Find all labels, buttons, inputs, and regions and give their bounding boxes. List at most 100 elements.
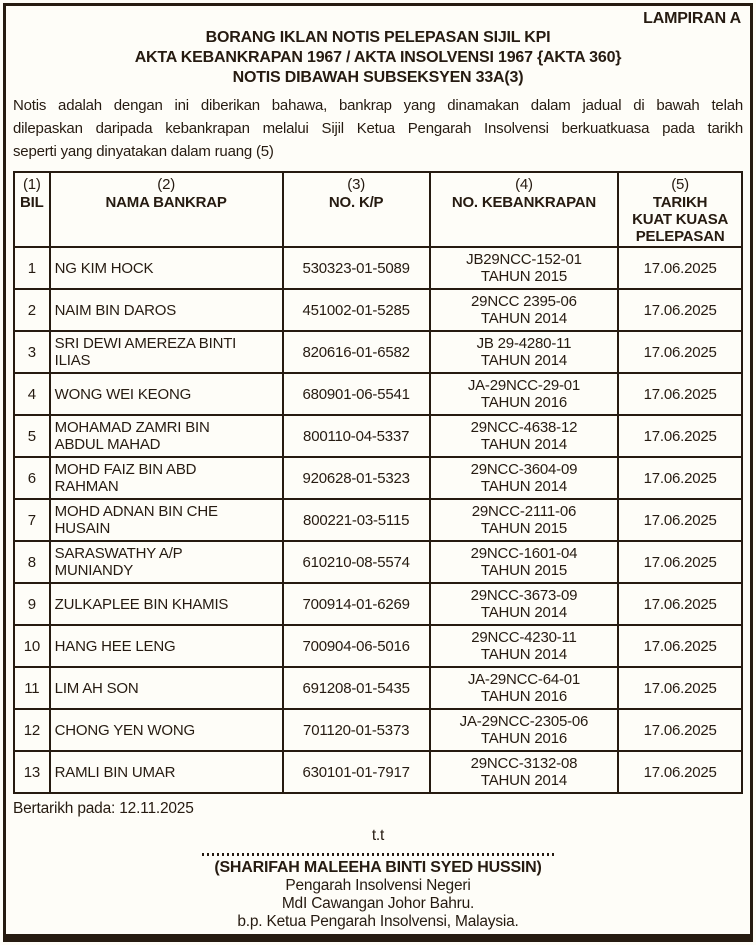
intro-paragraph: Notis adalah dengan ini diberikan bahawa… — [13, 94, 743, 163]
cell-bil: 7 — [13, 498, 51, 542]
intro-line-2: dilepaskan daripada kebankrapan melalui … — [13, 120, 743, 137]
cell-nama: MOHD FAIZ BIN ABD RAHMAN — [48, 456, 284, 500]
cell-no-kp: 800221-03-5115 — [281, 498, 431, 542]
cell-kebankrapan: JB 29-4280-11 TAHUN 2014 — [428, 330, 620, 374]
cell-tarikh: 17.06.2025 — [617, 750, 743, 794]
cell-kebankrapan: 29NCC-3673-09 TAHUN 2014 — [428, 582, 620, 626]
cell-nama: SRI DEWI AMEREZA BINTI ILIAS — [48, 330, 284, 374]
table-row: 2 NAIM BIN DAROS 451002-01-5285 29NCC 23… — [13, 288, 743, 332]
header-cell-tarikh: (5) TARIKH KUAT KUASA PELEPASAN — [617, 171, 743, 248]
tt-label: t.t — [371, 827, 385, 844]
cell-kebankrapan: JA-29NCC-64-01 TAHUN 2016 — [428, 666, 620, 710]
table-row: 9 ZULKAPLEE BIN KHAMIS 700914-01-6269 29… — [13, 582, 743, 626]
cell-nama: ZULKAPLEE BIN KHAMIS — [48, 582, 284, 626]
cell-kebankrapan: 29NCC-2111-06 TAHUN 2015 — [428, 498, 620, 542]
header-cell-bil: (1) BIL — [13, 171, 51, 248]
cell-no-kp: 920628-01-5323 — [281, 456, 431, 500]
intro-line-1: Notis adalah dengan ini diberikan bahawa… — [13, 97, 743, 114]
cell-kebankrapan: JA-29NCC-2305-06 TAHUN 2016 — [428, 708, 620, 752]
signature-dotted-line — [202, 853, 554, 856]
title-line-2: AKTA KEBANKRAPAN 1967 / AKTA INSOLVENSI … — [134, 49, 622, 66]
cell-nama: NG KIM HOCK — [48, 246, 284, 290]
cell-tarikh: 17.06.2025 — [617, 582, 743, 626]
cell-tarikh: 17.06.2025 — [617, 372, 743, 416]
table-row: 13 RAMLI BIN UMAR 630101-01-7917 29NCC-3… — [13, 750, 743, 794]
cell-nama: HANG HEE LENG — [48, 624, 284, 668]
cell-tarikh: 17.06.2025 — [617, 456, 743, 500]
cell-no-kp: 820616-01-6582 — [281, 330, 431, 374]
header-cell-kebankrapan: (4) NO. KEBANKRAPAN — [428, 171, 620, 248]
cell-kebankrapan: JB29NCC-152-01 TAHUN 2015 — [428, 246, 620, 290]
table-header-row: (1) BIL (2) NAMA BANKRAP (3) NO. K/P (4)… — [13, 171, 743, 248]
cell-nama: LIM AH SON — [48, 666, 284, 710]
column-number: (3) — [347, 176, 366, 193]
column-number: (1) — [22, 176, 41, 193]
header-cell-nama: (2) NAMA BANKRAP — [48, 171, 284, 248]
table-body: 1 NG KIM HOCK 530323-01-5089 JB29NCC-152… — [13, 246, 743, 794]
cell-bil: 11 — [13, 666, 51, 710]
cell-bil: 12 — [13, 708, 51, 752]
cell-nama: SARASWATHY A/P MUNIANDY — [48, 540, 284, 584]
column-label: NAMA BANKRAP — [105, 194, 227, 211]
cell-bil: 10 — [13, 624, 51, 668]
notice-page: LAMPIRAN A BORANG IKLAN NOTIS PELEPASAN … — [3, 3, 753, 942]
cell-nama: RAMLI BIN UMAR — [48, 750, 284, 794]
cell-bil: 2 — [13, 288, 51, 332]
cell-tarikh: 17.06.2025 — [617, 708, 743, 752]
cell-no-kp: 610210-08-5574 — [281, 540, 431, 584]
signatory-role-2: MdI Cawangan Johor Bahru. — [281, 895, 475, 912]
cell-tarikh: 17.06.2025 — [617, 330, 743, 374]
cell-no-kp: 680901-06-5541 — [281, 372, 431, 416]
title-line-1: BORANG IKLAN NOTIS PELEPASAN SIJIL KPI — [205, 29, 551, 46]
cell-kebankrapan: 29NCC-4230-11 TAHUN 2014 — [428, 624, 620, 668]
signatory-role-1: Pengarah Insolvensi Negeri — [285, 877, 471, 894]
table-row: 12 CHONG YEN WONG 701120-01-5373 JA-29NC… — [13, 708, 743, 752]
cell-nama: NAIM BIN DAROS — [48, 288, 284, 332]
table-header: (1) BIL (2) NAMA BANKRAP (3) NO. K/P (4)… — [13, 171, 743, 248]
cell-bil: 1 — [13, 246, 51, 290]
table-row: 11 LIM AH SON 691208-01-5435 JA-29NCC-64… — [13, 666, 743, 710]
notice-footer: Bertarikh pada: 12.11.2025 t.t (SHARIFAH… — [13, 799, 743, 931]
cell-kebankrapan: 29NCC-3132-08 TAHUN 2014 — [428, 750, 620, 794]
cell-no-kp: 701120-01-5373 — [281, 708, 431, 752]
cell-no-kp: 700914-01-6269 — [281, 582, 431, 626]
column-number: (5) — [671, 176, 689, 193]
signatory-name: (SHARIFAH MALEEHA BINTI SYED HUSSIN) — [214, 859, 542, 876]
column-label: NO. K/P — [328, 194, 384, 211]
cell-tarikh: 17.06.2025 — [617, 246, 743, 290]
table-row: 10 HANG HEE LENG 700904-06-5016 29NCC-42… — [13, 624, 743, 668]
cell-bil: 3 — [13, 330, 51, 374]
header-cell-kp: (3) NO. K/P — [281, 171, 431, 248]
lampiran-label: LAMPIRAN A — [643, 10, 741, 27]
cell-no-kp: 630101-01-7917 — [281, 750, 431, 794]
cell-kebankrapan: 29NCC-4638-12 TAHUN 2014 — [428, 414, 620, 458]
cell-tarikh: 17.06.2025 — [617, 414, 743, 458]
cell-kebankrapan: 29NCC-3604-09 TAHUN 2014 — [428, 456, 620, 500]
cell-kebankrapan: JA-29NCC-29-01 TAHUN 2016 — [428, 372, 620, 416]
cell-nama: MOHD ADNAN BIN CHE HUSAIN — [48, 498, 284, 542]
cell-no-kp: 691208-01-5435 — [281, 666, 431, 710]
cell-bil: 6 — [13, 456, 51, 500]
cell-tarikh: 17.06.2025 — [617, 540, 743, 584]
column-label: TARIKH KUAT KUASA PELEPASAN — [632, 194, 729, 245]
cell-nama: MOHAMAD ZAMRI BIN ABDUL MAHAD — [48, 414, 284, 458]
column-number: (4) — [515, 176, 533, 193]
table-row: 5 MOHAMAD ZAMRI BIN ABDUL MAHAD 800110-0… — [13, 414, 743, 458]
cell-bil: 8 — [13, 540, 51, 584]
cell-bil: 4 — [13, 372, 51, 416]
cell-no-kp: 530323-01-5089 — [281, 246, 431, 290]
table-row: 3 SRI DEWI AMEREZA BINTI ILIAS 820616-01… — [13, 330, 743, 374]
cell-kebankrapan: 29NCC 2395-06 TAHUN 2014 — [428, 288, 620, 332]
cell-tarikh: 17.06.2025 — [617, 498, 743, 542]
table-row: 1 NG KIM HOCK 530323-01-5089 JB29NCC-152… — [13, 246, 743, 290]
cell-bil: 9 — [13, 582, 51, 626]
table-row: 4 WONG WEI KEONG 680901-06-5541 JA-29NCC… — [13, 372, 743, 416]
title-line-3: NOTIS DIBAWAH SUBSEKSYEN 33A(3) — [232, 69, 524, 86]
signatory-role-3: b.p. Ketua Pengarah Insolvensi, Malaysia… — [237, 913, 519, 930]
intro-line-3: seperti yang dinyatakan dalam ruang (5) — [13, 143, 274, 160]
table-row: 7 MOHD ADNAN BIN CHE HUSAIN 800221-03-51… — [13, 498, 743, 542]
cell-nama: CHONG YEN WONG — [48, 708, 284, 752]
dated-line: Bertarikh pada: 12.11.2025 — [13, 800, 194, 817]
table-row: 8 SARASWATHY A/P MUNIANDY 610210-08-5574… — [13, 540, 743, 584]
column-label: NO. KEBANKRAPAN — [451, 194, 597, 211]
